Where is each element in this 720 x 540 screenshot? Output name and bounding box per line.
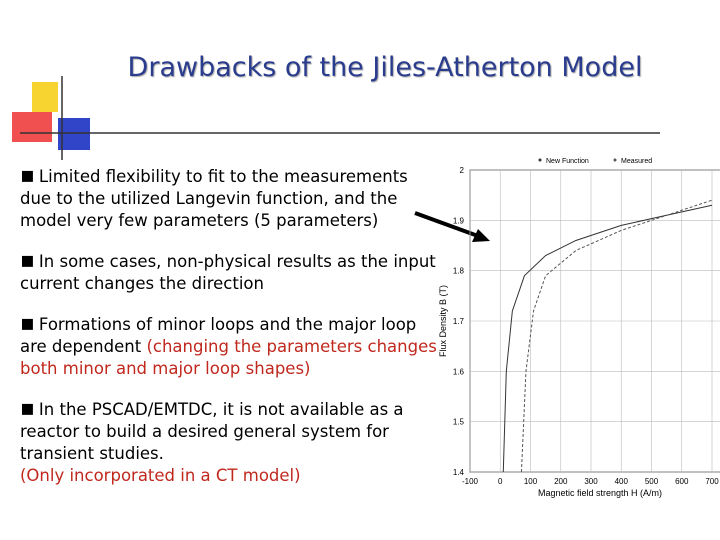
legend-marker bbox=[613, 158, 617, 162]
bullet-text: Limited flexibility to fit to the measur… bbox=[20, 167, 408, 230]
bullet: In the PSCAD/EMTDC, it is not available … bbox=[20, 398, 440, 487]
y-axis-label: Flux Density B (T) bbox=[438, 285, 448, 357]
legend-marker bbox=[538, 158, 542, 162]
bullet: Limited flexibility to fit to the measur… bbox=[20, 165, 440, 232]
arrow-head bbox=[472, 229, 490, 242]
bullet: In some cases, non-physical results as t… bbox=[20, 250, 440, 295]
x-tick-label: 200 bbox=[554, 477, 568, 486]
bullet-text: In the PSCAD/EMTDC, it is not available … bbox=[20, 400, 404, 463]
y-tick-label: 1.7 bbox=[453, 317, 465, 326]
legend-label: Measured bbox=[621, 158, 652, 165]
x-tick-label: 300 bbox=[584, 477, 598, 486]
y-tick-label: 1.6 bbox=[453, 367, 465, 376]
bullet-note: (changing the parameters changes both mi… bbox=[20, 337, 437, 378]
y-tick-label: 1.8 bbox=[453, 267, 465, 276]
deco-square bbox=[12, 112, 52, 142]
deco-square bbox=[58, 118, 90, 150]
bullet-note: (Only incorporated in a CT model) bbox=[20, 466, 301, 485]
bullet-list: Limited flexibility to fit to the measur… bbox=[20, 165, 440, 505]
title: Drawbacks of the Jiles-Atherton Model bbox=[127, 52, 643, 83]
x-tick-label: -100 bbox=[462, 477, 479, 486]
x-tick-label: 400 bbox=[615, 477, 629, 486]
curve bbox=[520, 199, 713, 473]
y-tick-label: 1.5 bbox=[453, 418, 465, 427]
curve bbox=[502, 204, 713, 473]
bullet: Formations of minor loops and the major … bbox=[20, 313, 440, 380]
bullet-text: Formations of minor loops and the major … bbox=[20, 315, 417, 356]
x-tick-label: 100 bbox=[524, 477, 538, 486]
legend-label: New Function bbox=[546, 158, 589, 165]
y-tick-label: 1.4 bbox=[453, 468, 465, 477]
x-tick-label: 700 bbox=[705, 477, 719, 486]
x-tick-label: 0 bbox=[498, 477, 503, 486]
y-tick-label: 2 bbox=[460, 166, 465, 175]
x-tick-label: 600 bbox=[675, 477, 689, 486]
x-axis-label: Magnetic field strength H (A/m) bbox=[538, 488, 662, 498]
y-tick-label: 1.9 bbox=[453, 216, 465, 225]
x-tick-label: 500 bbox=[645, 477, 659, 486]
bullet-text: In some cases, non-physical results as t… bbox=[20, 252, 436, 293]
deco-square bbox=[32, 82, 58, 112]
